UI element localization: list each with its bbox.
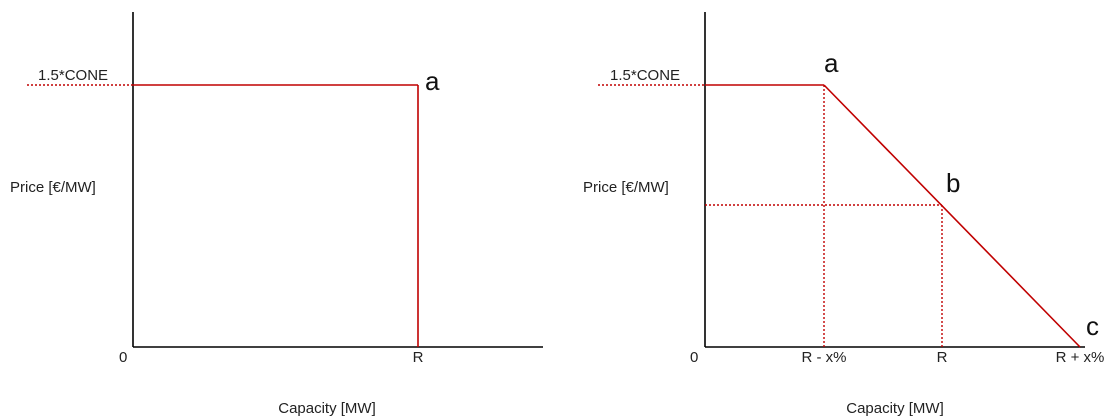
right-origin-label: 0: [690, 349, 698, 366]
right-panel-sloped-curve: 1.5*CONE Price [€/MW] 0 R - x% R R + x% …: [583, 12, 1104, 417]
left-origin-label: 0: [119, 349, 127, 366]
right-point-b-label: b: [946, 168, 960, 198]
left-price-cap-label: 1.5*CONE: [38, 67, 108, 84]
right-sloped-demand-line: [823, 84, 1081, 348]
left-x-axis-label: Capacity [MW]: [278, 400, 376, 417]
left-point-a-label: a: [425, 66, 440, 96]
right-point-a-label: a: [824, 48, 839, 78]
right-x-tick-r-plus-x: R + x%: [1056, 349, 1105, 366]
left-y-axis-label: Price [€/MW]: [10, 179, 96, 196]
right-price-cap-label: 1.5*CONE: [610, 67, 680, 84]
right-x-tick-r-minus-x: R - x%: [802, 349, 847, 366]
left-panel-vertical-curve: 1.5*CONE Price [€/MW] 0 R a Capacity [MW…: [10, 12, 543, 417]
left-x-tick-r: R: [413, 349, 424, 366]
right-x-axis-label: Capacity [MW]: [846, 400, 944, 417]
right-x-tick-r: R: [937, 349, 948, 366]
right-y-axis-label: Price [€/MW]: [583, 179, 669, 196]
right-point-c-label: c: [1086, 311, 1099, 341]
